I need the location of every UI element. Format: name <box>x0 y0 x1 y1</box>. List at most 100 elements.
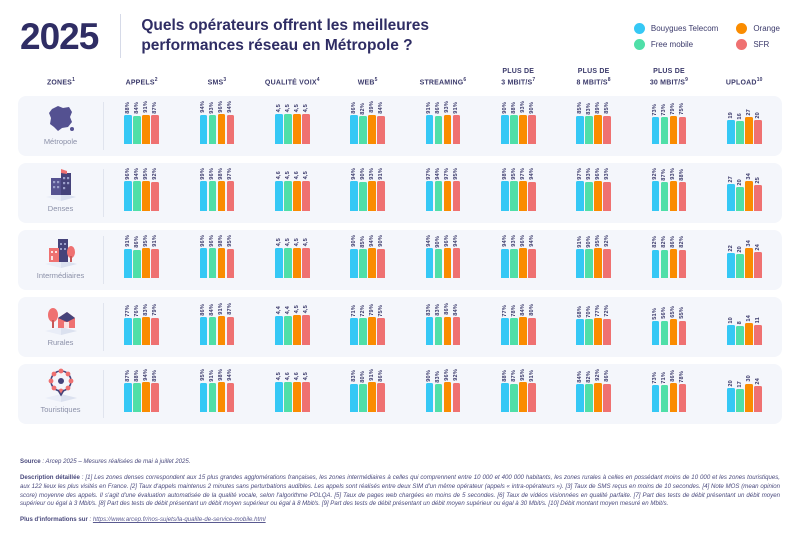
bar-value-label: 93% <box>519 101 526 114</box>
metric-group-upload: 27 20 34 25 <box>707 173 782 223</box>
bar-orange <box>443 181 452 211</box>
bar-sfr <box>678 384 687 412</box>
bar-orange <box>142 181 150 211</box>
bar-sfr <box>452 248 461 278</box>
infographic-header: 2025 Quels opérateurs offrent les meille… <box>0 0 800 66</box>
bar-bouygues-telecom <box>576 248 584 278</box>
bar-value-label: 90% <box>426 369 433 382</box>
bar-value-label: 27 <box>727 175 734 183</box>
bar-value-label: 96% <box>595 167 602 180</box>
bar-group-item: 79% <box>669 103 678 144</box>
bar-bouygues-telecom <box>199 382 208 412</box>
bar-value-label: 20 <box>754 111 761 119</box>
bar-sfr <box>377 383 385 412</box>
bar-sfr <box>603 248 611 278</box>
bar-group-item: 51% <box>651 308 660 345</box>
bar-group-item: 84% <box>377 102 385 144</box>
metric-group-appels: 91% 86% 95% 91% <box>104 235 179 290</box>
metric-group-streaming: 90% 83% 96% 92% <box>405 369 480 424</box>
bar-value-label: 20 <box>736 245 743 253</box>
bar-group-item: 89% <box>368 101 376 144</box>
bar-group-item: 14 <box>745 315 753 345</box>
bar-value-label: 17 <box>736 380 743 388</box>
bar-value-label: 86% <box>435 102 442 115</box>
column-header-plus-de-3-mbit-s: PLUS DE 3 MBIT/S7 <box>501 68 536 87</box>
bar-value-label: 91% <box>369 369 376 381</box>
more-info-line: Plus d'informations sur : https://www.ar… <box>20 516 780 525</box>
bar-group-item: 4,5 <box>284 104 292 144</box>
bar-free-mobile <box>284 382 292 412</box>
bar-free-mobile <box>434 181 443 211</box>
bar-value-label: 91% <box>577 235 584 248</box>
bar-value-label: 84% <box>453 303 460 316</box>
bar-value-label: 97% <box>577 167 584 180</box>
metric-group-plus-de-8-mbit-s: 68% 70% 77% 72% <box>556 305 631 357</box>
zone-label: Rurales <box>47 338 74 347</box>
bar-value-label: 70% <box>586 305 593 318</box>
bar-orange <box>669 181 678 211</box>
bar-free-mobile <box>208 114 217 144</box>
bar-group-item: 95% <box>594 235 602 278</box>
bar-bouygues-telecom <box>425 114 434 144</box>
metric-group-plus-de-8-mbit-s: 97% 93% 96% 93% <box>556 168 631 223</box>
bar-bouygues-telecom <box>124 383 132 412</box>
metric-group-plus-de-30-mbit-s: 92% 87% 93% 88% <box>631 168 706 223</box>
bar-sfr <box>603 115 611 144</box>
bar-value-label: 93% <box>510 235 517 248</box>
bar-value-label: 88% <box>510 102 517 114</box>
bar-value-label: 87% <box>510 370 517 383</box>
column-header-qualit-voix: QUALITÉ VOIX4 <box>264 76 320 87</box>
bar-value-label: 83% <box>435 303 442 316</box>
bar-bouygues-telecom <box>275 114 283 144</box>
bar-value-label: 82% <box>360 102 367 115</box>
bar-value-label: 4,6 <box>293 372 300 381</box>
bar-group-item: 93% <box>669 168 678 211</box>
bar-sfr <box>302 114 310 144</box>
legend-label-orange: Orange <box>753 23 780 33</box>
bar-value-label: 94% <box>528 235 535 248</box>
bar-group-item: 20 <box>727 380 735 412</box>
metric-cells: 87% 88% 94% 89% 95% 91% 98% 94% 4,5 4,6 4,6 4,5 83% 8… <box>104 364 782 424</box>
bar-value-label: 95% <box>510 168 517 180</box>
bar-sfr <box>452 382 461 412</box>
metric-group-plus-de-30-mbit-s: 51% 56% 65% 55% <box>631 306 706 357</box>
bar-sfr <box>377 115 385 144</box>
bar-group-item: 95% <box>142 168 150 211</box>
bar-bouygues-telecom <box>275 315 283 345</box>
bar-free-mobile <box>660 249 669 278</box>
bar-value-label: 95% <box>143 167 150 180</box>
bar-value-label: 96% <box>218 101 225 113</box>
bar-sfr <box>377 248 385 278</box>
bar-group-item: 96% <box>443 235 452 278</box>
more-info-link[interactable]: https://www.arcep.fr/nos-sujets/la-quali… <box>92 516 266 524</box>
bar-group-item: 77% <box>124 305 132 345</box>
bar-free-mobile <box>736 389 744 412</box>
bar-value-label: 78% <box>510 304 517 317</box>
bar-group-item: 79% <box>368 304 376 345</box>
bar-group-item: 99% <box>199 167 208 211</box>
bar-value-label: 95% <box>519 369 526 381</box>
bar-group-item: 93% <box>519 101 527 144</box>
column-header-upload: UPLOAD10 <box>725 76 763 87</box>
bar-group-item: 4,4 <box>284 306 292 345</box>
bar-group-item: 86% <box>350 102 358 144</box>
bar-value-label: 22 <box>727 244 734 252</box>
bar-value-label: 87% <box>125 370 132 382</box>
bar-value-label: 87% <box>661 168 668 181</box>
bar-orange <box>293 114 301 144</box>
metric-group-plus-de-3-mbit-s: 77% 78% 84% 80% <box>481 304 556 357</box>
bar-group-item: 4,6 <box>293 171 301 211</box>
bar-free-mobile <box>660 117 669 144</box>
bar-group-item: 91% <box>208 370 217 412</box>
bar-group-item: 92% <box>151 168 159 211</box>
bar-group-item: 97% <box>226 168 235 211</box>
bar-value-label: 4,5 <box>275 238 282 247</box>
bar-value-label: 99% <box>200 167 207 180</box>
description-line: Description détaillée : [1] Les zones de… <box>20 474 780 509</box>
metric-group-upload: 10 8 14 11 <box>707 315 782 357</box>
bar-group-item: 94% <box>452 235 461 278</box>
bar-group-item: 96% <box>208 235 217 278</box>
bar-group-item: 90% <box>359 168 367 211</box>
zone-cell-touristiques: Touristiques <box>18 368 104 418</box>
bar-value-label: 84% <box>519 303 526 316</box>
